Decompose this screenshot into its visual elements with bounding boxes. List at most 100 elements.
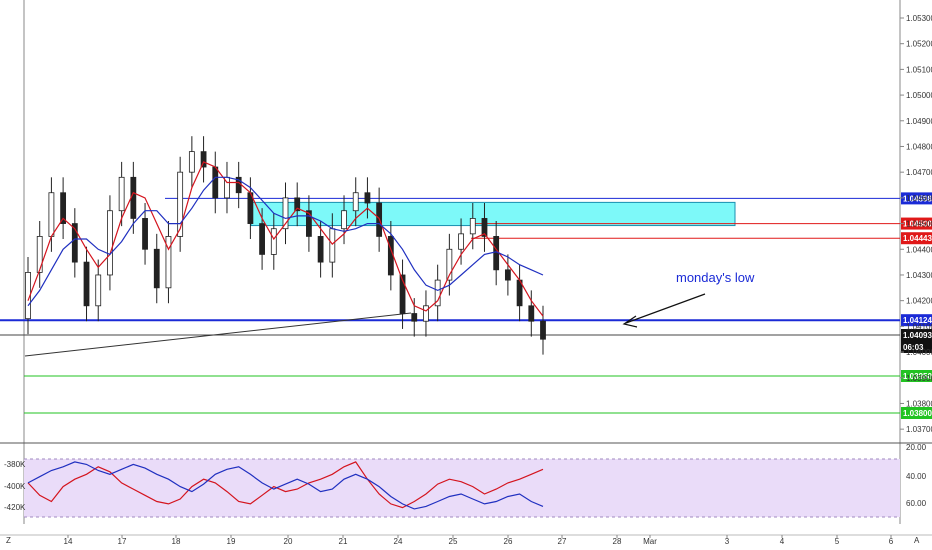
candle-body [188, 151, 195, 173]
candle-body [71, 223, 78, 263]
candle-body [259, 223, 265, 255]
candle-body [95, 274, 102, 307]
price-axis[interactable]: 1.05300 1.05200 1.05100 1.05000 1.04900 1.048… [900, 14, 932, 434]
price-tick-label: 1.04100 [906, 322, 932, 331]
time-tick-label: 28 [613, 537, 622, 546]
price-tag-label: 06:03 [903, 343, 924, 352]
price-tick-label: 1.04900 [906, 117, 932, 126]
candle-body [142, 218, 148, 250]
time-tick-label: 18 [172, 537, 181, 546]
candle-body [528, 305, 535, 322]
osc-left-tick-label: -400K [4, 482, 26, 491]
supply-zone [250, 201, 736, 227]
moving-averages [27, 161, 544, 317]
price-tag-bg [901, 407, 932, 419]
supply-zone-rect [250, 201, 736, 227]
candle-body [458, 233, 464, 250]
price-tick-label: 1.05200 [906, 40, 932, 49]
price-tick-label: 1.05100 [906, 65, 932, 74]
candle-body [352, 192, 359, 212]
time-tick-label: 6 [889, 537, 894, 546]
candle-body [282, 197, 289, 230]
level-tag-bg [901, 232, 932, 245]
price-tag-bg [901, 341, 932, 353]
level-tag-label: 1.04598 [903, 194, 932, 203]
time-tick-label: 5 [835, 537, 840, 546]
candle-body [329, 228, 336, 263]
price-tick-label: 1.05300 [906, 14, 932, 23]
candle-body [107, 210, 113, 276]
time-tick-label: Mar [643, 537, 657, 546]
candle-body [294, 197, 301, 212]
grid [0, 0, 932, 536]
price-tag-label: 1.04093 [903, 331, 932, 340]
level-tag-bg [901, 192, 932, 205]
level-tag-label: 1.04124 [903, 316, 932, 325]
candle-body [399, 274, 406, 314]
level-tag-label: 1.04443 [903, 234, 932, 243]
time-tick-label: 21 [339, 537, 348, 546]
time-tick-label: 26 [504, 537, 513, 546]
trendlines [24, 312, 412, 357]
price-tag-label: 1.03950 [903, 372, 932, 381]
candle-body [36, 236, 43, 273]
annotation-arrow-shaft [625, 293, 706, 324]
candle-body [48, 192, 55, 237]
candle-body [60, 192, 67, 224]
time-axis[interactable]: 14 17 18 19 20 21 24 25 26 27 28 Mar 3 4 5 6 [64, 535, 894, 546]
time-tick-label: 3 [725, 537, 730, 546]
time-tick-label: 25 [449, 537, 458, 546]
candle-body [153, 248, 160, 289]
price-tick-label: 1.03800 [906, 399, 932, 408]
osc-left-tick-label: -380K [4, 460, 26, 469]
level-tag-bg [901, 217, 932, 230]
osc-blue-line [27, 461, 544, 510]
oscillator-pane: -380K -400K -420K 20.00 40.00 60.00 [4, 443, 927, 518]
level-tag-bg [901, 314, 932, 327]
time-tick-label: 14 [64, 537, 73, 546]
corner-right-label[interactable]: A [914, 536, 920, 545]
candle-body [411, 313, 418, 322]
price-tag-label: 1.03800 [903, 409, 932, 418]
candle-body [540, 320, 546, 340]
price-tick-label: 1.04700 [906, 168, 932, 177]
candle-body [504, 269, 511, 281]
candle-body [83, 261, 90, 307]
candle-body [212, 166, 219, 199]
osc-band [24, 459, 900, 517]
price-tick-label: 1.04800 [906, 142, 932, 151]
time-tick-label: 20 [284, 537, 293, 546]
candle-body [118, 176, 125, 212]
price-tag-bg [901, 329, 932, 341]
time-tick-label: 17 [118, 537, 127, 546]
time-tick-label: 24 [394, 537, 403, 546]
candle-body [317, 236, 324, 263]
candle-body [200, 151, 207, 168]
level-tag-label: 1.04500 [903, 220, 932, 229]
price-tick-label: 1.04500 [906, 220, 932, 229]
candle-body [364, 192, 371, 204]
candle-body [341, 210, 347, 230]
annotation: monday's low [622, 270, 755, 328]
corner-left-label[interactable]: Z [6, 536, 11, 545]
annotation-text: monday's low [676, 270, 755, 285]
candle-body [481, 218, 488, 237]
price-tick-label: 1.03700 [906, 425, 932, 434]
ma-red-line [27, 161, 544, 317]
trendline [24, 312, 412, 357]
annotation-arrow-head [622, 315, 638, 328]
candle-body [423, 305, 429, 322]
price-tick-label: 1.04000 [906, 348, 932, 357]
time-tick-label: 4 [780, 537, 785, 546]
price-tick-label: 1.04300 [906, 271, 932, 280]
candle-body [434, 279, 441, 307]
osc-right-tick-label: 40.00 [906, 472, 927, 481]
candles [25, 136, 546, 355]
price-tick-label: 1.05000 [906, 91, 932, 100]
time-tick-label: 27 [558, 537, 567, 546]
price-tag-bg [901, 370, 932, 382]
candle-body [177, 171, 184, 237]
horizontal-levels: 1.04598 1.04500 1.04443 1.04124 1.04093 06:03… [0, 192, 932, 419]
candle-body [306, 210, 312, 237]
